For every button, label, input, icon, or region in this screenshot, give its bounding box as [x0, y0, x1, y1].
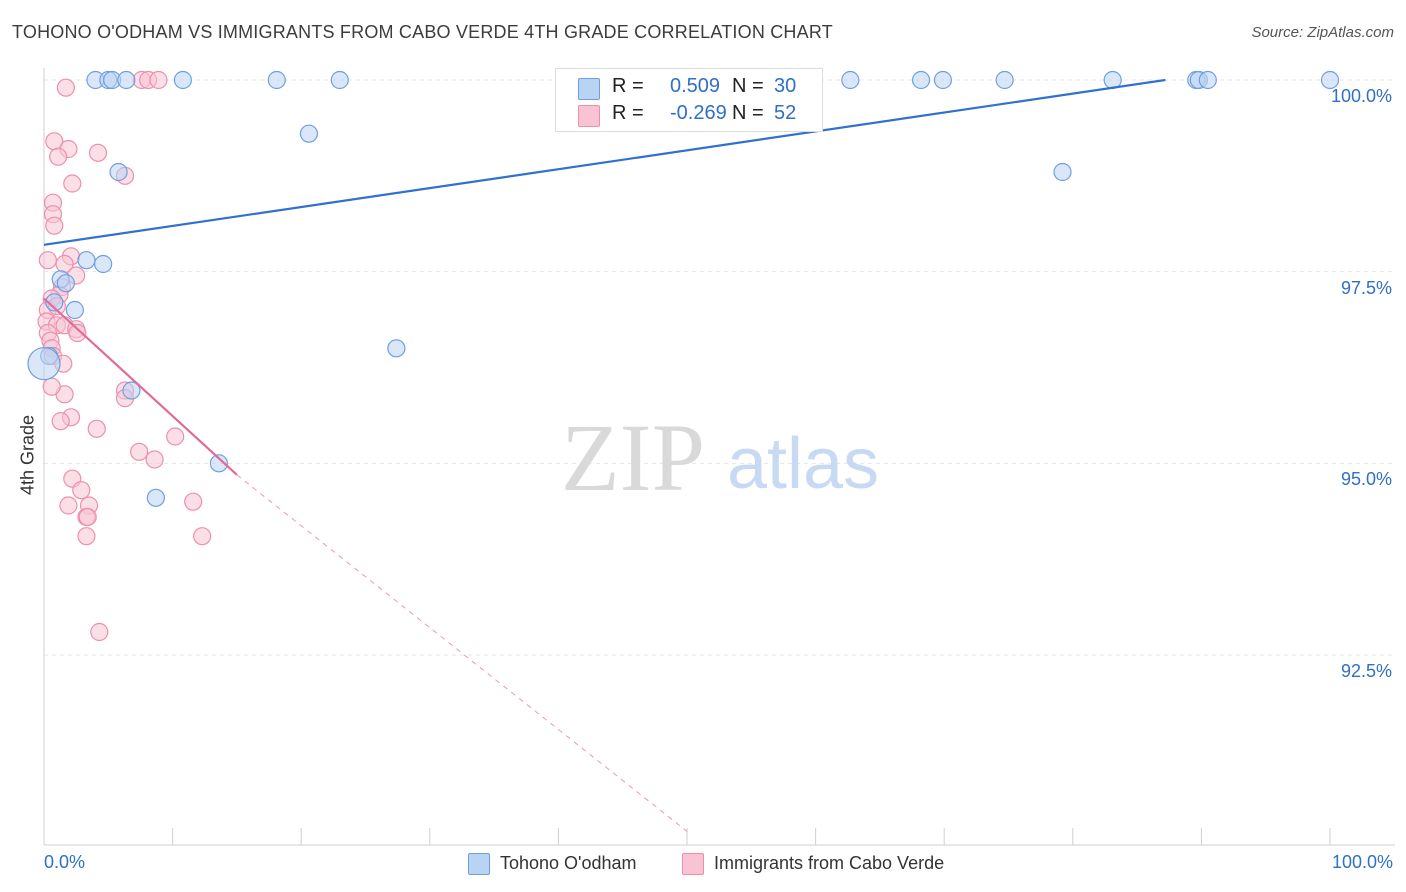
data-point-cabo-verde: [59, 496, 78, 515]
data-point-tohono: [45, 293, 64, 312]
data-point-tohono: [65, 300, 84, 320]
series-points-tohono: [27, 70, 1340, 507]
data-point-tohono: [94, 254, 113, 274]
data-point-tohono: [933, 70, 953, 90]
x-tick-label-min: 0.0%: [44, 852, 86, 872]
legend-n-label: N =: [732, 75, 764, 97]
legend-r-label: R =: [612, 75, 644, 97]
data-point-tohono: [267, 70, 286, 90]
data-point-cabo-verde: [49, 147, 68, 166]
axes: [43, 68, 1395, 846]
data-point-tohono: [330, 70, 349, 90]
data-point-cabo-verde: [63, 174, 82, 193]
data-point-tohono: [146, 488, 165, 507]
data-point-tohono: [911, 70, 931, 90]
data-point-cabo-verde: [42, 377, 61, 396]
data-point-cabo-verde: [130, 442, 149, 461]
data-point-cabo-verde: [90, 622, 109, 642]
data-point-tohono: [1198, 70, 1217, 90]
bottom-legend-label-tohono: Tohono O'odham: [500, 853, 637, 873]
data-point-tohono: [77, 251, 96, 270]
data-point-tohono: [209, 454, 228, 473]
data-point-cabo-verde: [145, 450, 164, 469]
data-point-tohono: [299, 124, 319, 143]
data-point-cabo-verde: [78, 507, 97, 527]
x-tick-label-max: 100.0%: [1331, 852, 1393, 872]
data-point-cabo-verde: [68, 323, 87, 343]
series-points-cabo-verde: [37, 70, 212, 642]
data-point-tohono-large: [27, 347, 61, 381]
data-point-tohono: [387, 339, 406, 358]
data-point-tohono: [56, 274, 75, 293]
source-attribution: Source: ZipAtlas.com: [1251, 24, 1394, 41]
watermark-zip: ZIP: [561, 404, 705, 511]
legend-swatch-cabo-verde: [578, 105, 600, 127]
grid-lines: [44, 79, 1395, 656]
data-point-cabo-verde: [51, 412, 70, 431]
data-point-tohono: [1053, 162, 1072, 182]
data-point-cabo-verde: [77, 527, 96, 546]
data-point-cabo-verde: [184, 492, 203, 511]
data-point-cabo-verde: [149, 70, 168, 90]
data-point-tohono: [1320, 70, 1340, 90]
data-point-tohono: [117, 70, 136, 90]
trend-line-cabo-verde-extension: [236, 474, 688, 832]
trend-line-tohono: [43, 78, 1166, 246]
data-point-tohono: [841, 70, 860, 90]
trend-lines: [43, 78, 1166, 832]
legend-n-value: 52: [774, 102, 797, 124]
data-point-tohono: [995, 70, 1014, 90]
legend-r-label: R =: [612, 102, 644, 124]
data-point-cabo-verde: [88, 143, 108, 162]
legend-n-label: N =: [732, 102, 764, 124]
y-axis-title: 4th Grade: [17, 414, 38, 496]
y-tick-label: 92.5%: [1340, 661, 1392, 681]
watermark-atlas: atlas: [727, 424, 879, 504]
data-point-cabo-verde: [72, 481, 91, 500]
data-point-tohono: [109, 162, 128, 182]
data-point-cabo-verde: [56, 78, 75, 97]
bottom-legend-swatch-tohono: [468, 853, 490, 875]
data-point-cabo-verde: [38, 251, 57, 270]
data-point-cabo-verde: [166, 427, 185, 446]
data-point-tohono: [173, 70, 192, 90]
data-point-cabo-verde: [45, 216, 64, 235]
chart-title: TOHONO O'ODHAM VS IMMIGRANTS FROM CABO V…: [12, 22, 833, 42]
watermark: ZIP atlas: [561, 404, 879, 511]
trend-line-cabo-verde: [43, 297, 238, 476]
data-point-cabo-verde: [193, 527, 212, 546]
bottom-legend-swatch-cabo-verde: [682, 853, 704, 875]
stats-legend: R = 0.509 N = 30 R = -0.269 N = 52: [555, 68, 823, 132]
y-tick-label: 100.0%: [1330, 86, 1392, 106]
legend-n-value: 30: [774, 75, 797, 97]
legend-r-value: -0.269: [670, 102, 727, 124]
data-point-cabo-verde: [87, 419, 106, 438]
legend-r-value: 0.509: [670, 75, 721, 97]
y-tick-label: 97.5%: [1340, 277, 1392, 298]
y-tick-label: 95.0%: [1340, 469, 1392, 490]
legend-swatch-tohono: [578, 78, 600, 100]
data-point-tohono: [122, 381, 141, 400]
bottom-legend-label-cabo-verde: Immigrants from Cabo Verde: [714, 853, 945, 873]
